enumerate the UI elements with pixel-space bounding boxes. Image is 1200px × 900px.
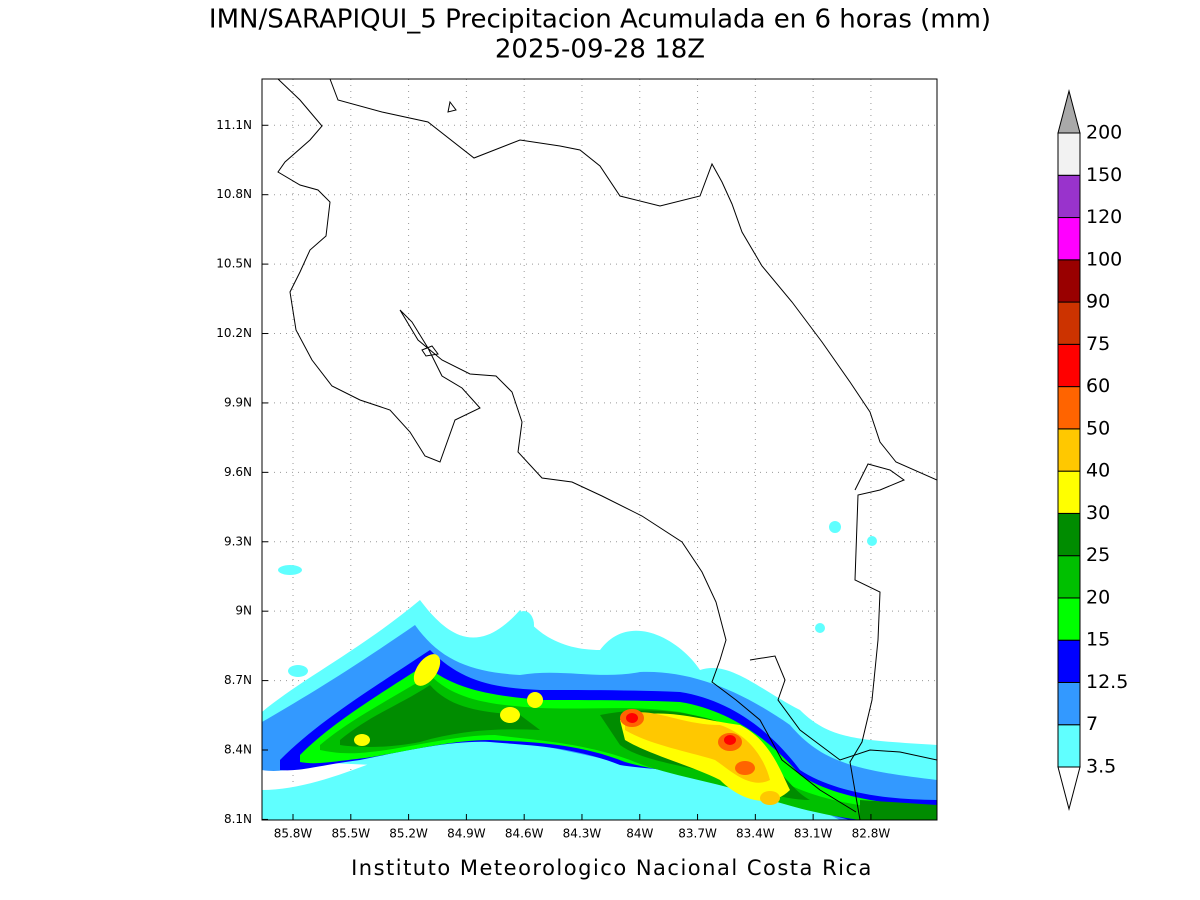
- colorbar-box: [1057, 470, 1081, 514]
- subtitle: 2025-09-28 18Z: [495, 35, 705, 65]
- colorbar-label: 120: [1086, 206, 1122, 228]
- colorbar-box: [1057, 639, 1081, 683]
- island: [421, 345, 439, 357]
- colorbar-box: [1057, 428, 1081, 472]
- colorbar-box: [1057, 555, 1081, 599]
- colorbar-box: [1057, 681, 1081, 726]
- lon-tick-label: 85.2W: [389, 827, 428, 841]
- colorbar-label: 7: [1086, 713, 1098, 735]
- border: [849, 463, 906, 820]
- precip-cyan: [815, 623, 825, 633]
- lon-tick-label: 85.5W: [332, 827, 371, 841]
- colorbar: 3.5 7 12.5 15 20 25 30 40 50 60 75 90 100 120 150 200: [1057, 89, 1128, 811]
- lon-tick-label: 84.6W: [505, 827, 544, 841]
- colorbar-label: 12.5: [1086, 671, 1128, 693]
- lon-tick-label: 83.1W: [794, 827, 833, 841]
- lat-tick-label: 10.2N: [216, 326, 252, 340]
- lat-tick-label: 10.8N: [216, 187, 252, 201]
- colorbar-label: 200: [1086, 122, 1122, 144]
- colorbar-label: 90: [1086, 291, 1110, 313]
- caribbean-coast: [329, 79, 937, 481]
- precip-yellow: [354, 734, 370, 746]
- precip-cyan: [278, 565, 302, 575]
- pacific-coast: [277, 79, 857, 813]
- precip-yellow: [500, 707, 520, 723]
- lon-tick-label: 84.3W: [563, 827, 602, 841]
- coastlines: [277, 79, 937, 820]
- precip-yellow: [527, 692, 543, 708]
- colorbar-label: 60: [1086, 375, 1110, 397]
- lat-tick-label: 8.7N: [224, 673, 252, 687]
- island: [447, 100, 457, 113]
- lat-tick-label: 9.9N: [224, 395, 252, 409]
- lon-tick-label: 83.7W: [678, 827, 717, 841]
- colorbar-box: [1057, 217, 1081, 261]
- precip-orange: [735, 761, 755, 775]
- colorbar-box: [1057, 343, 1081, 388]
- colorbar-label: 30: [1086, 502, 1110, 524]
- precip-cyan: [867, 536, 877, 546]
- lat-tick-label: 8.4N: [224, 743, 252, 757]
- colorbar-label: 25: [1086, 544, 1110, 566]
- lon-tick-label: 84W: [626, 827, 653, 841]
- colorbar-label: 3.5: [1086, 756, 1116, 778]
- colorbar-label: 150: [1086, 164, 1122, 186]
- colorbar-label: 100: [1086, 248, 1122, 270]
- precip-amber: [760, 791, 780, 805]
- colorbar-box: [1057, 259, 1081, 303]
- colorbar-label: 15: [1086, 629, 1110, 651]
- colorbar-label: 20: [1086, 586, 1110, 608]
- lat-tick-label: 9.6N: [224, 465, 252, 479]
- colorbar-box: [1057, 597, 1081, 641]
- colorbar-box: [1057, 174, 1081, 219]
- precip-red: [724, 735, 736, 745]
- footer: Instituto Meteorologico Nacional Costa R…: [351, 856, 873, 880]
- precip-cyan: [514, 611, 534, 639]
- precip-amber: [625, 712, 770, 783]
- title: IMN/SARAPIQUI_5 Precipitacion Acumulada …: [209, 5, 991, 35]
- osa-coast: [749, 655, 937, 761]
- lon-tick-label: 84.9W: [447, 827, 486, 841]
- precip-yellow: [413, 654, 441, 686]
- lat-tick-label: 9.3N: [224, 534, 252, 548]
- lon-tick-label: 83.4W: [736, 827, 775, 841]
- lon-tick-label: 85.8W: [274, 827, 313, 841]
- ticks: 85.8W 85.5W 85.2W 84.9W 84.6W 84.3W 84W 83.7W 83…: [216, 118, 890, 841]
- lat-tick-label: 11.1N: [216, 118, 252, 132]
- colorbar-box: [1057, 512, 1081, 557]
- precip-cyan: [288, 665, 308, 677]
- lat-tick-label: 10.5N: [216, 257, 252, 271]
- colorbar-box: [1057, 301, 1081, 345]
- map-frame: [261, 78, 938, 821]
- colorbar-label: 40: [1086, 460, 1110, 482]
- lat-tick-label: 9N: [235, 604, 252, 618]
- precip-red: [626, 713, 638, 723]
- precip-cyan: [829, 521, 841, 533]
- precipitation: [262, 521, 937, 820]
- colorbar-box: [1057, 386, 1081, 430]
- colorbar-label: 50: [1086, 417, 1110, 439]
- colorbar-box: [1057, 724, 1081, 768]
- lat-tick-label: 8.1N: [224, 812, 252, 826]
- colorbar-box: [1057, 132, 1081, 176]
- colorbar-label: 75: [1086, 333, 1110, 355]
- lon-tick-label: 82.8W: [852, 827, 891, 841]
